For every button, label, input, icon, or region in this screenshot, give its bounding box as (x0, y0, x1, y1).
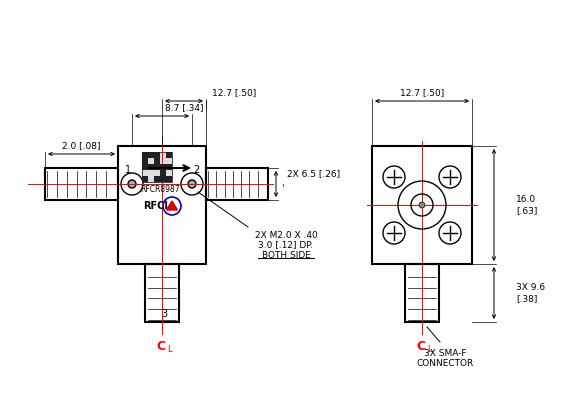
Bar (154, 176, 160, 182)
Text: 3: 3 (161, 309, 167, 319)
Bar (372, 146, 472, 264)
Bar (142, 158, 148, 164)
Text: 3X SMA-F: 3X SMA-F (424, 349, 466, 359)
Bar (160, 176, 166, 182)
Text: 2: 2 (193, 165, 199, 175)
Text: 3X 9.6
[.38]: 3X 9.6 [.38] (516, 283, 545, 303)
Bar (142, 164, 148, 170)
Text: 3.0 [.12] DP.: 3.0 [.12] DP. (259, 240, 313, 249)
Text: 1: 1 (125, 165, 131, 175)
Text: 2X M2.0 X .40: 2X M2.0 X .40 (255, 230, 318, 240)
Text: C: C (156, 340, 166, 353)
Bar (166, 152, 172, 158)
Text: 12.7 [.50]: 12.7 [.50] (212, 89, 256, 97)
Text: 2X 6.5 [.26]: 2X 6.5 [.26] (288, 169, 340, 178)
Text: BOTH SIDE: BOTH SIDE (262, 251, 310, 260)
Bar (142, 152, 148, 158)
Circle shape (128, 180, 136, 188)
Bar (166, 176, 172, 182)
Text: 8.7 [.34]: 8.7 [.34] (165, 104, 203, 113)
Polygon shape (166, 201, 178, 210)
Bar (206, 168, 268, 200)
Bar (148, 152, 154, 158)
Bar (45, 168, 118, 200)
Text: 16.0
[.63]: 16.0 [.63] (516, 195, 537, 215)
Bar (118, 146, 206, 264)
Text: RFCI: RFCI (143, 201, 168, 211)
Text: 2.0 [.08]: 2.0 [.08] (62, 141, 100, 151)
Bar (160, 164, 166, 170)
Text: RFCR8987: RFCR8987 (140, 184, 180, 193)
Bar (142, 176, 148, 182)
Text: 12.7 [.50]: 12.7 [.50] (400, 89, 444, 97)
Bar (160, 170, 166, 176)
Bar (148, 164, 154, 170)
Bar (145, 264, 179, 322)
Text: CONNECTOR: CONNECTOR (416, 359, 473, 368)
Bar (154, 164, 160, 170)
Bar (142, 152, 172, 182)
Circle shape (188, 180, 196, 188)
Circle shape (419, 202, 425, 208)
Text: L: L (167, 344, 172, 353)
Bar (154, 152, 160, 158)
Bar (166, 164, 172, 170)
Bar (405, 264, 439, 322)
Bar (154, 158, 160, 164)
Text: L: L (427, 344, 432, 353)
Text: C: C (416, 340, 426, 353)
